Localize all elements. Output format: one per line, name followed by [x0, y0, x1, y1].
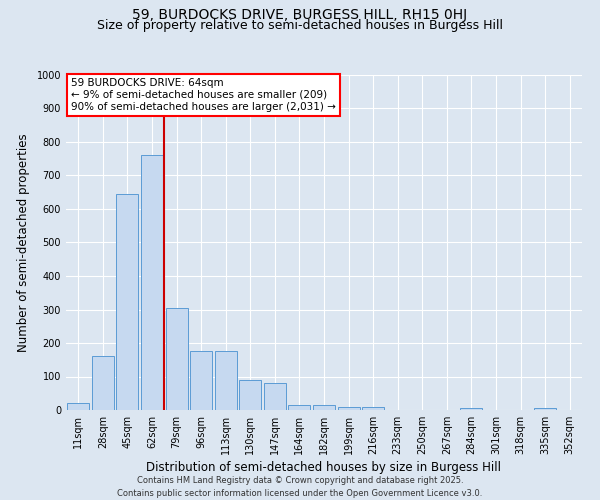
Bar [338, 406, 359, 410]
Bar [190, 352, 212, 410]
Bar [289, 405, 310, 410]
Bar [264, 383, 286, 410]
X-axis label: Distribution of semi-detached houses by size in Burgess Hill: Distribution of semi-detached houses by … [146, 461, 502, 474]
Bar [166, 308, 188, 410]
Bar [239, 380, 262, 410]
Text: 59, BURDOCKS DRIVE, BURGESS HILL, RH15 0HJ: 59, BURDOCKS DRIVE, BURGESS HILL, RH15 0… [133, 8, 467, 22]
Bar [313, 405, 335, 410]
Text: 59 BURDOCKS DRIVE: 64sqm
← 9% of semi-detached houses are smaller (209)
90% of s: 59 BURDOCKS DRIVE: 64sqm ← 9% of semi-de… [71, 78, 336, 112]
Text: Contains HM Land Registry data © Crown copyright and database right 2025.
Contai: Contains HM Land Registry data © Crown c… [118, 476, 482, 498]
Bar [141, 156, 163, 410]
Bar [534, 408, 556, 410]
Bar [67, 404, 89, 410]
Text: Size of property relative to semi-detached houses in Burgess Hill: Size of property relative to semi-detach… [97, 19, 503, 32]
Bar [460, 408, 482, 410]
Bar [92, 356, 114, 410]
Bar [362, 406, 384, 410]
Bar [215, 352, 237, 410]
Y-axis label: Number of semi-detached properties: Number of semi-detached properties [17, 133, 29, 352]
Bar [116, 194, 139, 410]
